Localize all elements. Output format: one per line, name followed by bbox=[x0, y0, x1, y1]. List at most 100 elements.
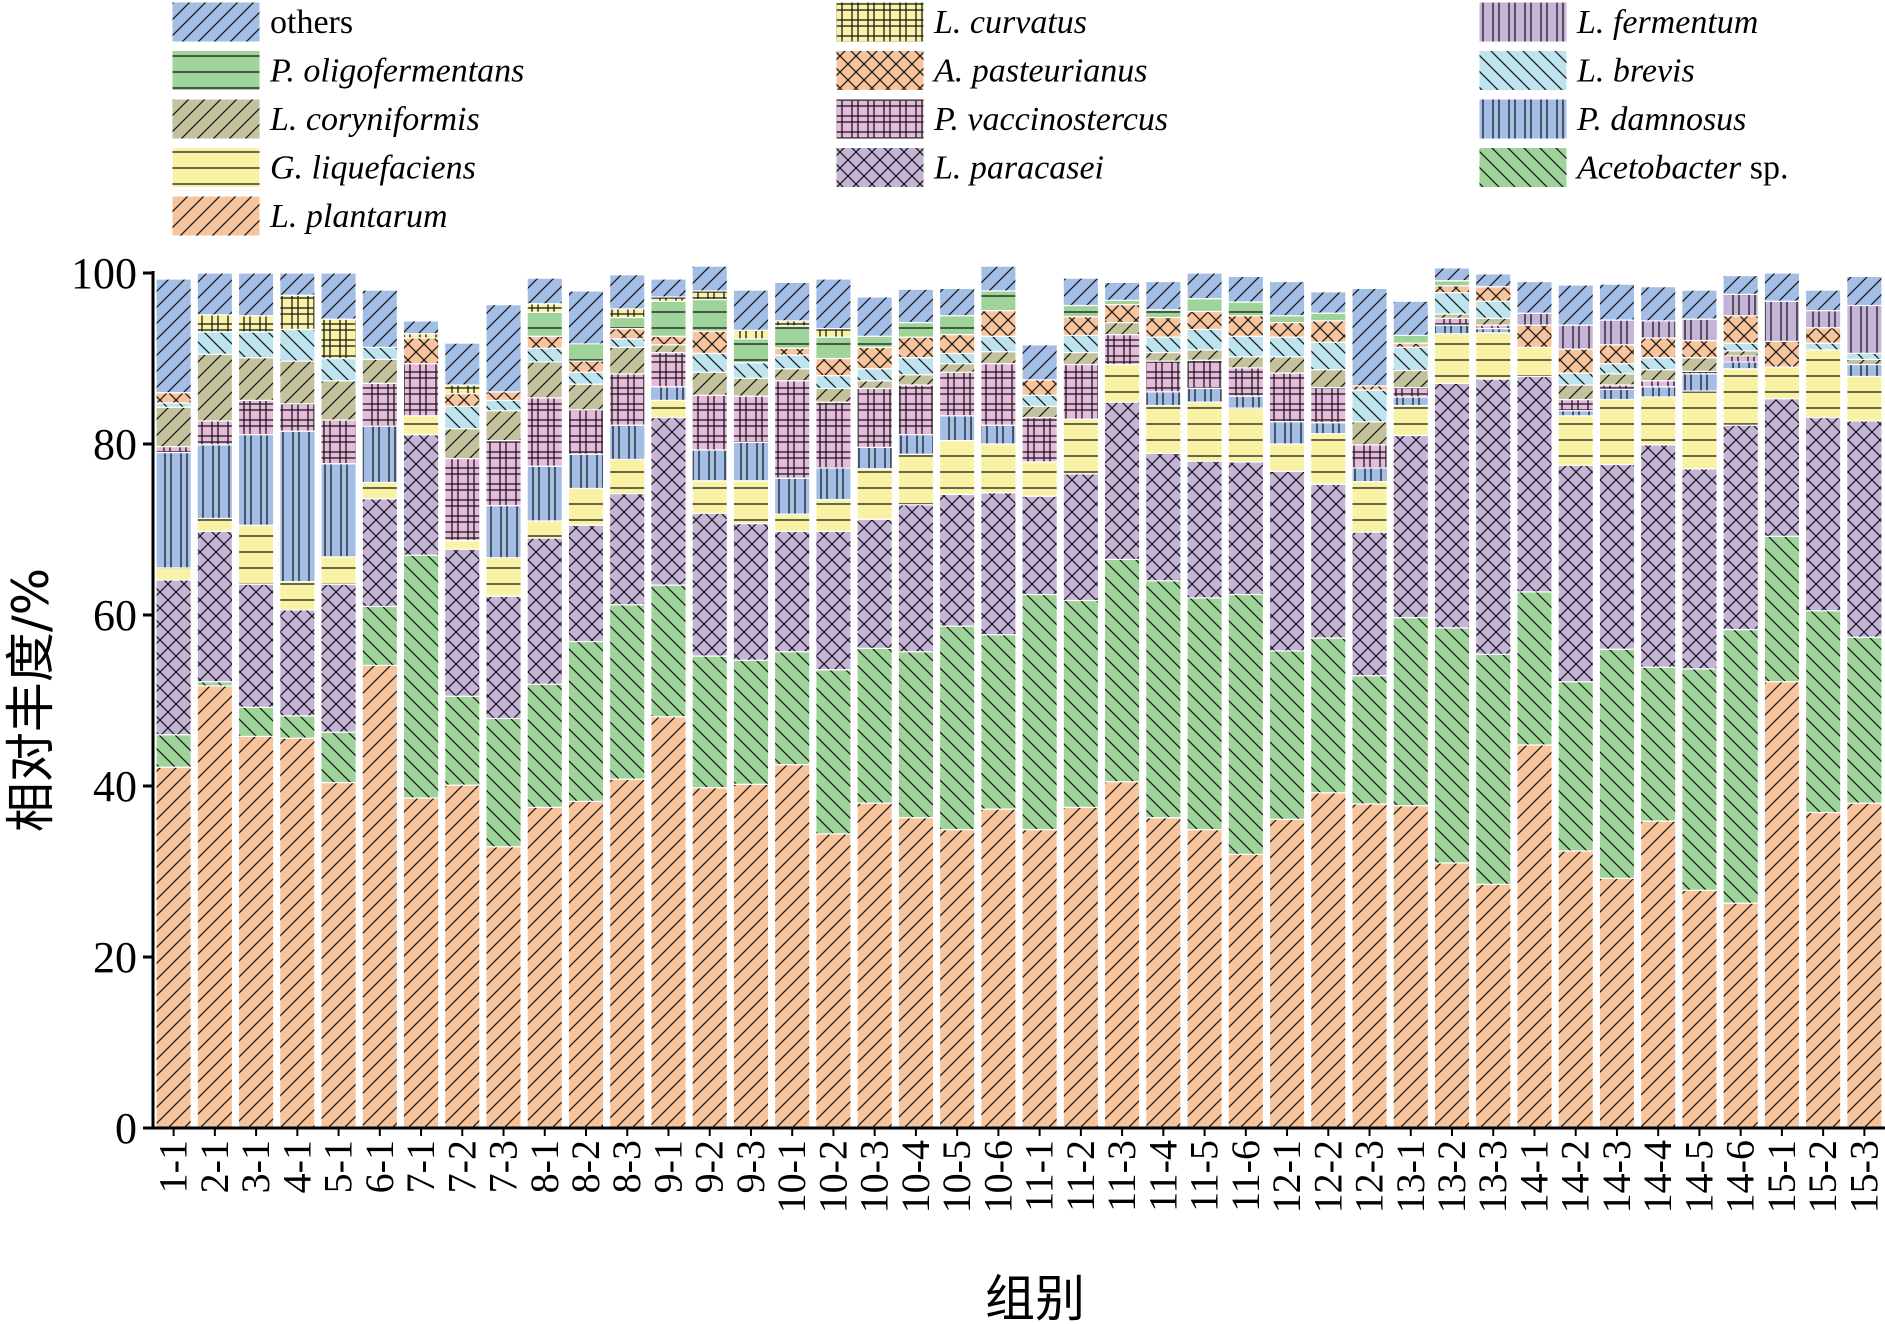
legend-swatch-acetobacter-sp bbox=[1479, 148, 1567, 188]
bar-segment-4-1-g-liquefaciens bbox=[280, 582, 315, 610]
bar-segment-10-6-p-damnosus bbox=[981, 425, 1016, 444]
legend-item-l-curvatus: L. curvatus bbox=[836, 2, 1087, 42]
bar-segment-8-3-l-curvatus bbox=[610, 309, 645, 318]
bar-segment-7-2-g-liquefaciens bbox=[445, 541, 480, 550]
bar-segment-13-1-p-vaccinostercus bbox=[1393, 388, 1428, 397]
legend-swatch-l-fermentum bbox=[1479, 2, 1567, 42]
bar-segment-10-1-a-pasteurianus bbox=[775, 348, 810, 355]
x-tick-label-10-6: 10-6 bbox=[975, 1140, 1020, 1213]
bar-segment-1-1-l-paracasei bbox=[156, 580, 191, 735]
x-tick-label-5-1: 5-1 bbox=[316, 1140, 361, 1193]
bar-segment-1-1-others bbox=[156, 279, 191, 393]
bar-segment-4-1-p-damnosus bbox=[280, 431, 315, 581]
x-tick-label-7-2: 7-2 bbox=[439, 1140, 484, 1193]
bar-segment-10-4-p-damnosus bbox=[898, 435, 933, 455]
bar-segment-2-1-g-liquefaciens bbox=[197, 518, 232, 531]
bar-segment-11-4-a-pasteurianus bbox=[1146, 317, 1181, 337]
bar-segment-12-2-l-coryniformis bbox=[1311, 370, 1346, 388]
bar-segment-1-1-a-pasteurianus bbox=[156, 393, 191, 403]
x-tick-label-10-2: 10-2 bbox=[810, 1140, 855, 1213]
bar-segment-8-1-l-plantarum bbox=[527, 807, 562, 1128]
bar-segment-12-1-l-paracasei bbox=[1269, 471, 1304, 651]
bar-group-10-1 bbox=[775, 282, 810, 1128]
bar-group-10-3 bbox=[857, 297, 892, 1128]
bar-segment-11-2-l-brevis bbox=[1063, 335, 1098, 352]
bar-segment-10-5-g-liquefaciens bbox=[940, 441, 975, 495]
bar-segment-15-3-l-paracasei bbox=[1847, 421, 1882, 637]
bar-segment-9-2-p-oligofermentans bbox=[692, 300, 727, 332]
bar-segment-7-2-others bbox=[445, 343, 480, 385]
legend-item-l-brevis: L. brevis bbox=[1479, 51, 1695, 91]
bar-segment-6-1-others bbox=[362, 290, 397, 347]
bar-segment-11-3-acetobacter-sp bbox=[1104, 559, 1139, 781]
legend-swatch-l-plantarum bbox=[172, 196, 260, 236]
bar-segment-11-5-l-paracasei bbox=[1187, 461, 1222, 598]
bar-segment-8-1-a-pasteurianus bbox=[527, 336, 562, 348]
bar-segment-8-1-p-vaccinostercus bbox=[527, 398, 562, 466]
x-tick-label-7-1: 7-1 bbox=[398, 1140, 443, 1193]
legend-item-l-coryniformis: L. coryniformis bbox=[172, 99, 480, 139]
bar-segment-12-2-a-pasteurianus bbox=[1311, 321, 1346, 342]
bar-segment-14-4-l-paracasei bbox=[1641, 445, 1676, 667]
bar-segment-8-2-p-vaccinostercus bbox=[568, 410, 603, 454]
bar-segment-14-3-l-coryniformis bbox=[1599, 374, 1634, 385]
bar-segment-11-1-a-pasteurianus bbox=[1022, 380, 1057, 395]
bar-segment-15-1-acetobacter-sp bbox=[1764, 536, 1799, 681]
x-tick-label-14-3: 14-3 bbox=[1594, 1140, 1639, 1213]
bar-segment-12-1-p-oligofermentans bbox=[1269, 316, 1304, 323]
bar-segment-11-6-p-oligofermentans bbox=[1228, 302, 1263, 316]
bar-segment-6-1-acetobacter-sp bbox=[362, 606, 397, 665]
bar-segment-7-3-l-plantarum bbox=[486, 847, 521, 1128]
x-tick-label-8-1: 8-1 bbox=[522, 1140, 567, 1193]
bar-segment-10-3-acetobacter-sp bbox=[857, 648, 892, 803]
legend-item-p-oligofermentans: P. oligofermentans bbox=[172, 51, 524, 91]
bar-group-11-3 bbox=[1104, 282, 1139, 1128]
bar-segment-12-1-a-pasteurianus bbox=[1269, 323, 1304, 338]
bar-segment-7-2-a-pasteurianus bbox=[445, 394, 480, 407]
bar-segment-14-4-l-fermentum bbox=[1641, 321, 1676, 338]
legend-swatch-l-brevis bbox=[1479, 51, 1567, 91]
bar-segment-11-6-l-paracasei bbox=[1228, 462, 1263, 595]
bar-segment-12-2-l-brevis bbox=[1311, 342, 1346, 369]
bar-segment-10-1-l-plantarum bbox=[775, 765, 810, 1128]
bar-segment-11-6-l-coryniformis bbox=[1228, 357, 1263, 368]
bar-segment-10-3-p-oligofermentans bbox=[857, 336, 892, 347]
bar-segment-9-2-g-liquefaciens bbox=[692, 481, 727, 513]
x-tick-label-3-1: 3-1 bbox=[233, 1140, 278, 1193]
bar-segment-9-2-l-coryniformis bbox=[692, 372, 727, 395]
bar-segment-8-3-l-plantarum bbox=[610, 779, 645, 1128]
bar-segment-10-2-p-damnosus bbox=[816, 468, 851, 500]
bar-segment-12-3-acetobacter-sp bbox=[1352, 676, 1387, 804]
bar-segment-6-1-l-paracasei bbox=[362, 499, 397, 607]
legend-swatch-others bbox=[172, 2, 260, 42]
bar-segment-7-3-p-damnosus bbox=[486, 506, 521, 558]
x-tick-label-10-5: 10-5 bbox=[934, 1140, 979, 1213]
bar-segment-11-1-g-liquefaciens bbox=[1022, 462, 1057, 496]
bar-segment-4-1-p-vaccinostercus bbox=[280, 404, 315, 431]
bar-segment-13-1-l-plantarum bbox=[1393, 806, 1428, 1128]
bar-segment-6-1-l-plantarum bbox=[362, 665, 397, 1128]
bar-segment-14-6-g-liquefaciens bbox=[1723, 369, 1758, 425]
bar-segment-11-6-a-pasteurianus bbox=[1228, 316, 1263, 337]
x-tick-label-12-1: 12-1 bbox=[1264, 1140, 1309, 1213]
x-tick-label-11-3: 11-3 bbox=[1099, 1140, 1144, 1212]
bar-segment-7-1-g-liquefaciens bbox=[403, 416, 438, 435]
bar-segment-12-3-others bbox=[1352, 288, 1387, 385]
bar-group-14-1 bbox=[1517, 282, 1552, 1128]
legend-label-p-vaccinostercus: P. vaccinostercus bbox=[933, 101, 1168, 138]
bar-segment-8-3-p-damnosus bbox=[610, 425, 645, 459]
x-tick-label-10-3: 10-3 bbox=[852, 1140, 897, 1213]
bar-segment-9-1-p-damnosus bbox=[651, 387, 686, 401]
bar-segment-13-2-acetobacter-sp bbox=[1434, 628, 1469, 863]
x-tick-label-10-4: 10-4 bbox=[893, 1140, 938, 1213]
bar-segment-14-6-l-coryniformis bbox=[1723, 351, 1758, 356]
bar-segment-7-1-p-vaccinostercus bbox=[403, 364, 438, 416]
bar-segment-3-1-p-damnosus bbox=[238, 435, 273, 526]
bar-segment-5-1-l-curvatus bbox=[321, 319, 356, 358]
bar-segment-8-1-l-curvatus bbox=[527, 304, 562, 313]
bar-segment-9-3-p-damnosus bbox=[733, 442, 768, 480]
bar-segment-15-3-l-fermentum bbox=[1847, 305, 1882, 353]
bar-segment-9-1-p-oligofermentans bbox=[651, 301, 686, 336]
bar-segment-10-2-l-plantarum bbox=[816, 834, 851, 1128]
legend-item-a-pasteurianus: A. pasteurianus bbox=[836, 51, 1147, 91]
